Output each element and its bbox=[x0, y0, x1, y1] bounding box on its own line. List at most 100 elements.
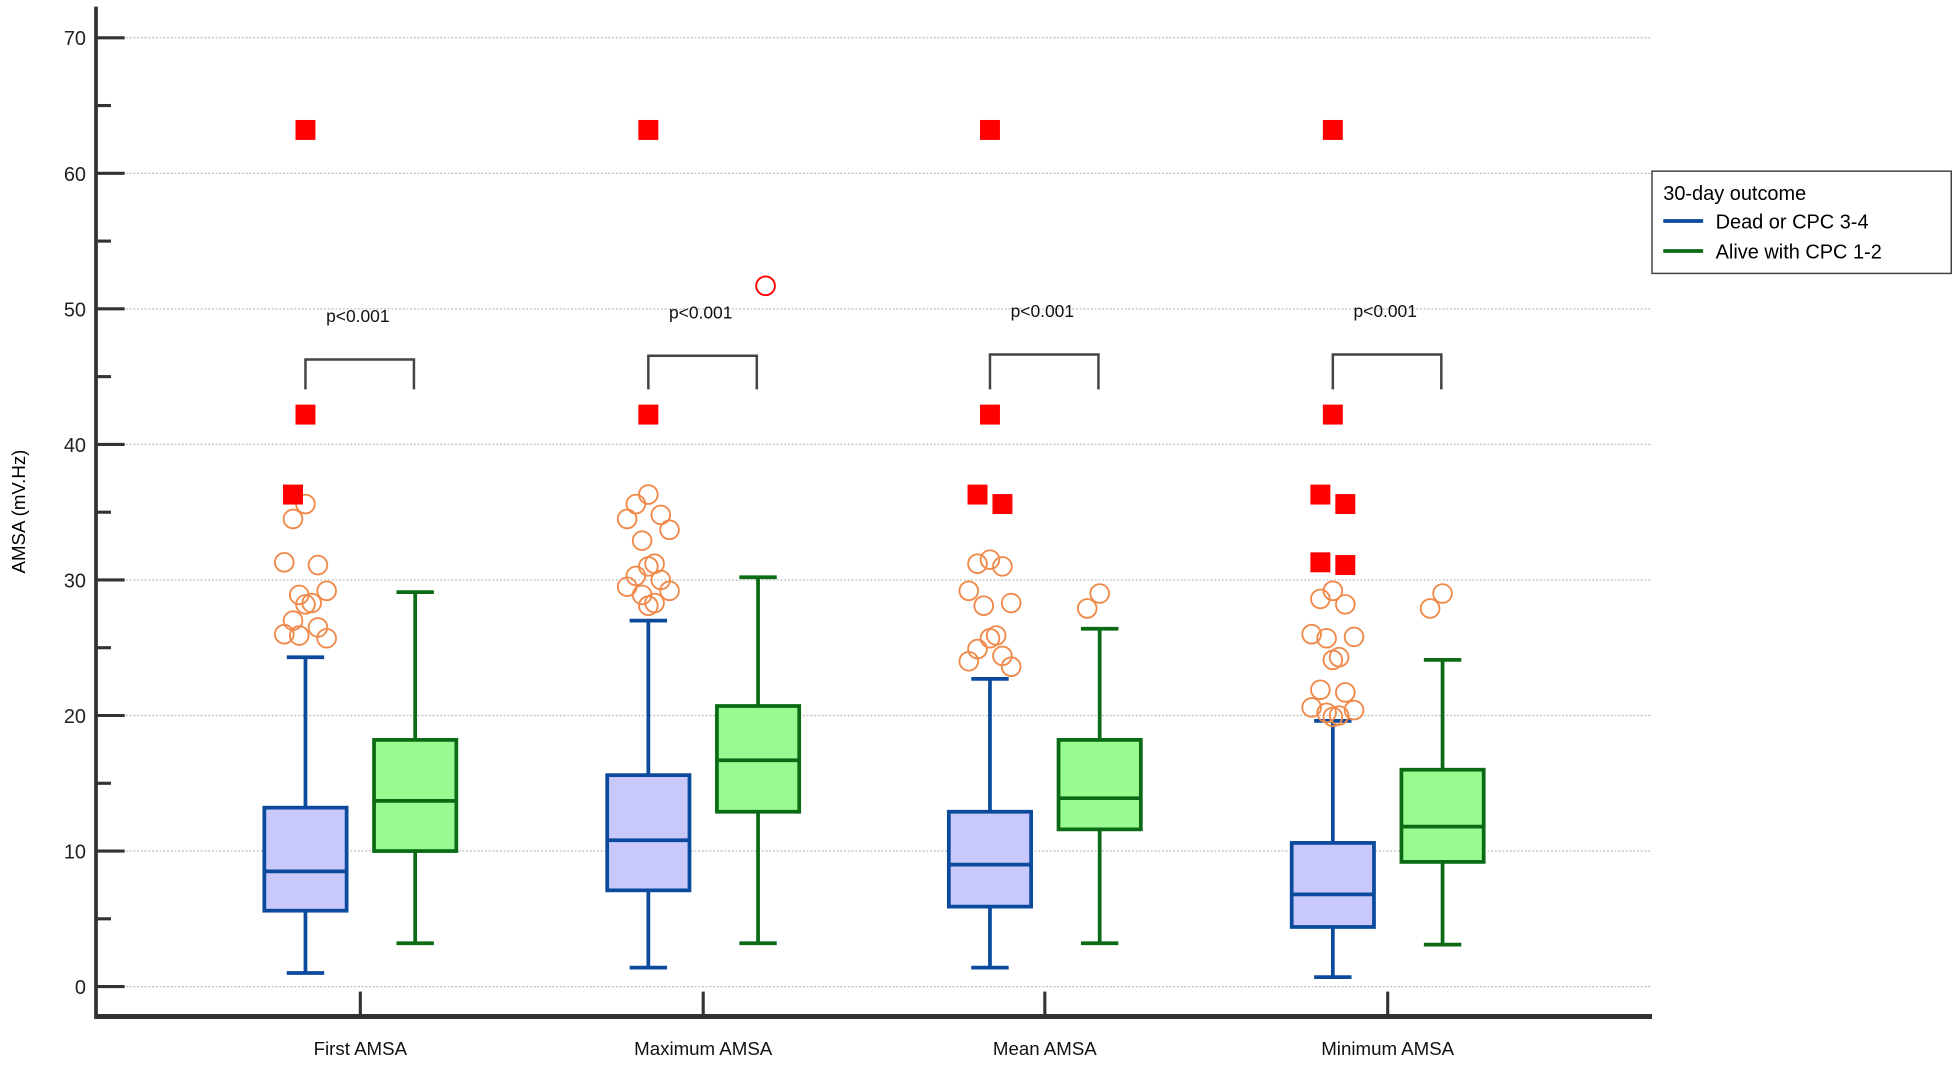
category-group-first-amsa: p<0.001 bbox=[262, 119, 459, 975]
x-tick-label: Minimum AMSA bbox=[1321, 1038, 1454, 1059]
dead-outlier-point bbox=[1310, 588, 1331, 610]
dead-box bbox=[946, 809, 1033, 909]
dead-far-outlier-point bbox=[295, 404, 316, 425]
x-tick-label: Maximum AMSA bbox=[634, 1038, 773, 1059]
dead-outlier-point bbox=[282, 508, 304, 530]
dead-outlier-point bbox=[1343, 626, 1365, 648]
dead-far-outlier-point bbox=[992, 494, 1013, 515]
dead-box bbox=[605, 773, 692, 893]
alive-outlier-point bbox=[1419, 598, 1441, 619]
legend: 30-day outcome Dead or CPC 3-4 Alive wit… bbox=[1651, 170, 1953, 275]
y-tick-label: 40 bbox=[64, 435, 86, 457]
dead-outlier-point bbox=[1000, 656, 1022, 677]
dead-outlier-point bbox=[307, 554, 329, 576]
dead-outlier-point bbox=[1000, 592, 1022, 614]
dead-far-outlier-point bbox=[1322, 404, 1343, 425]
y-axis-label: AMSA (mV.Hz) bbox=[8, 450, 29, 574]
dead-outlier-point bbox=[638, 595, 659, 616]
legend-label-alive: Alive with CPC 1-2 bbox=[1716, 241, 1882, 263]
dead-far-outlier-point bbox=[1310, 484, 1331, 505]
alive-box bbox=[372, 738, 459, 853]
dead-outlier-point bbox=[979, 627, 1001, 649]
dead-outlier-point bbox=[295, 594, 316, 615]
p-value-label: p<0.001 bbox=[1353, 301, 1417, 321]
dead-outlier-point bbox=[1335, 682, 1356, 703]
dead-far-outlier-point bbox=[979, 119, 1000, 140]
dead-box bbox=[1289, 841, 1376, 929]
alive-outlier-point bbox=[1076, 598, 1098, 619]
category-group-mean-amsa: p<0.001 bbox=[946, 119, 1143, 970]
significance-bracket bbox=[647, 354, 759, 390]
alive-far-outlier-point bbox=[755, 275, 776, 297]
y-tick-label: 10 bbox=[64, 842, 86, 864]
legend-title: 30-day outcome bbox=[1663, 183, 1806, 205]
y-tick-label: 20 bbox=[64, 706, 86, 728]
dead-outlier-point bbox=[273, 552, 295, 573]
significance-bracket bbox=[988, 353, 1100, 390]
dead-outlier-point bbox=[958, 650, 980, 672]
dead-outlier-point bbox=[1343, 699, 1365, 721]
dead-outlier-point bbox=[973, 595, 995, 616]
dead-outlier-point bbox=[1316, 702, 1337, 724]
dead-outlier-point bbox=[616, 508, 638, 530]
dead-outlier-point bbox=[1322, 649, 1344, 671]
legend-label-dead: Dead or CPC 3-4 bbox=[1716, 212, 1869, 234]
dead-outlier-point bbox=[967, 638, 988, 660]
significance-bracket bbox=[1331, 353, 1443, 390]
dead-far-outlier-point bbox=[1335, 555, 1356, 576]
dead-outlier-point bbox=[967, 553, 988, 574]
dead-outlier-point bbox=[631, 530, 653, 551]
dead-far-outlier-point bbox=[1322, 119, 1343, 140]
x-tick-label: First AMSA bbox=[314, 1038, 408, 1059]
alive-outlier-point bbox=[1089, 583, 1110, 604]
y-tick-label: 70 bbox=[64, 28, 86, 50]
y-axis: 0 10 20 30 40 50 60 70 bbox=[64, 6, 125, 1020]
x-axis: First AMSA Maximum AMSA Mean AMSA Minimum A… bbox=[94, 991, 1653, 1059]
p-value-label: p<0.001 bbox=[669, 302, 733, 322]
alive-outlier-point bbox=[1432, 583, 1453, 604]
dead-outlier-point bbox=[1335, 594, 1356, 615]
dead-outlier-point bbox=[288, 625, 310, 646]
plot-area: p<0.001 p<0.001 p<0.001 p<0.001 bbox=[262, 119, 1486, 979]
dead-outlier-point bbox=[958, 580, 980, 602]
dead-far-outlier-point bbox=[979, 404, 1000, 425]
alive-box bbox=[1399, 767, 1486, 864]
y-tick-label: 60 bbox=[64, 164, 86, 186]
gridlines bbox=[96, 37, 1653, 988]
y-tick-label: 0 bbox=[75, 977, 86, 999]
y-tick-label: 30 bbox=[64, 570, 86, 592]
dead-outlier-point bbox=[659, 519, 680, 541]
dead-outlier-point bbox=[1310, 679, 1331, 701]
dead-outlier-point bbox=[650, 504, 672, 526]
dead-outlier-point bbox=[979, 549, 1001, 570]
dead-outlier-point bbox=[273, 623, 295, 645]
dead-outlier-point bbox=[1316, 627, 1337, 649]
dead-outlier-point bbox=[316, 627, 337, 649]
dead-outlier-point bbox=[992, 556, 1013, 577]
x-tick-label: Mean AMSA bbox=[993, 1038, 1097, 1059]
dead-far-outlier-point bbox=[638, 404, 659, 425]
dead-outlier-point bbox=[638, 484, 659, 505]
dead-far-outlier-point bbox=[638, 119, 659, 140]
significance-bracket bbox=[304, 358, 416, 390]
dead-outlier-point bbox=[1301, 697, 1322, 718]
p-value-label: p<0.001 bbox=[326, 306, 390, 326]
dead-far-outlier-point bbox=[283, 484, 303, 505]
y-tick-label: 50 bbox=[64, 299, 86, 321]
category-group-maximum-amsa: p<0.001 bbox=[605, 119, 802, 970]
dead-outlier-point bbox=[316, 580, 337, 602]
dead-outlier-point bbox=[659, 580, 680, 602]
p-value-label: p<0.001 bbox=[1011, 301, 1075, 321]
dead-outlier-point bbox=[625, 493, 647, 515]
dead-outlier-point bbox=[282, 610, 304, 631]
dead-outlier-point bbox=[1301, 623, 1322, 645]
dead-far-outlier-point bbox=[1310, 552, 1331, 573]
dead-far-outlier-point bbox=[1335, 494, 1356, 515]
dead-outlier-point bbox=[1322, 706, 1344, 728]
category-group-minimum-amsa: p<0.001 bbox=[1289, 119, 1486, 979]
dead-far-outlier-point bbox=[967, 484, 988, 505]
alive-box bbox=[1056, 738, 1143, 832]
dead-box bbox=[262, 805, 349, 913]
dead-far-outlier-point bbox=[295, 119, 316, 140]
